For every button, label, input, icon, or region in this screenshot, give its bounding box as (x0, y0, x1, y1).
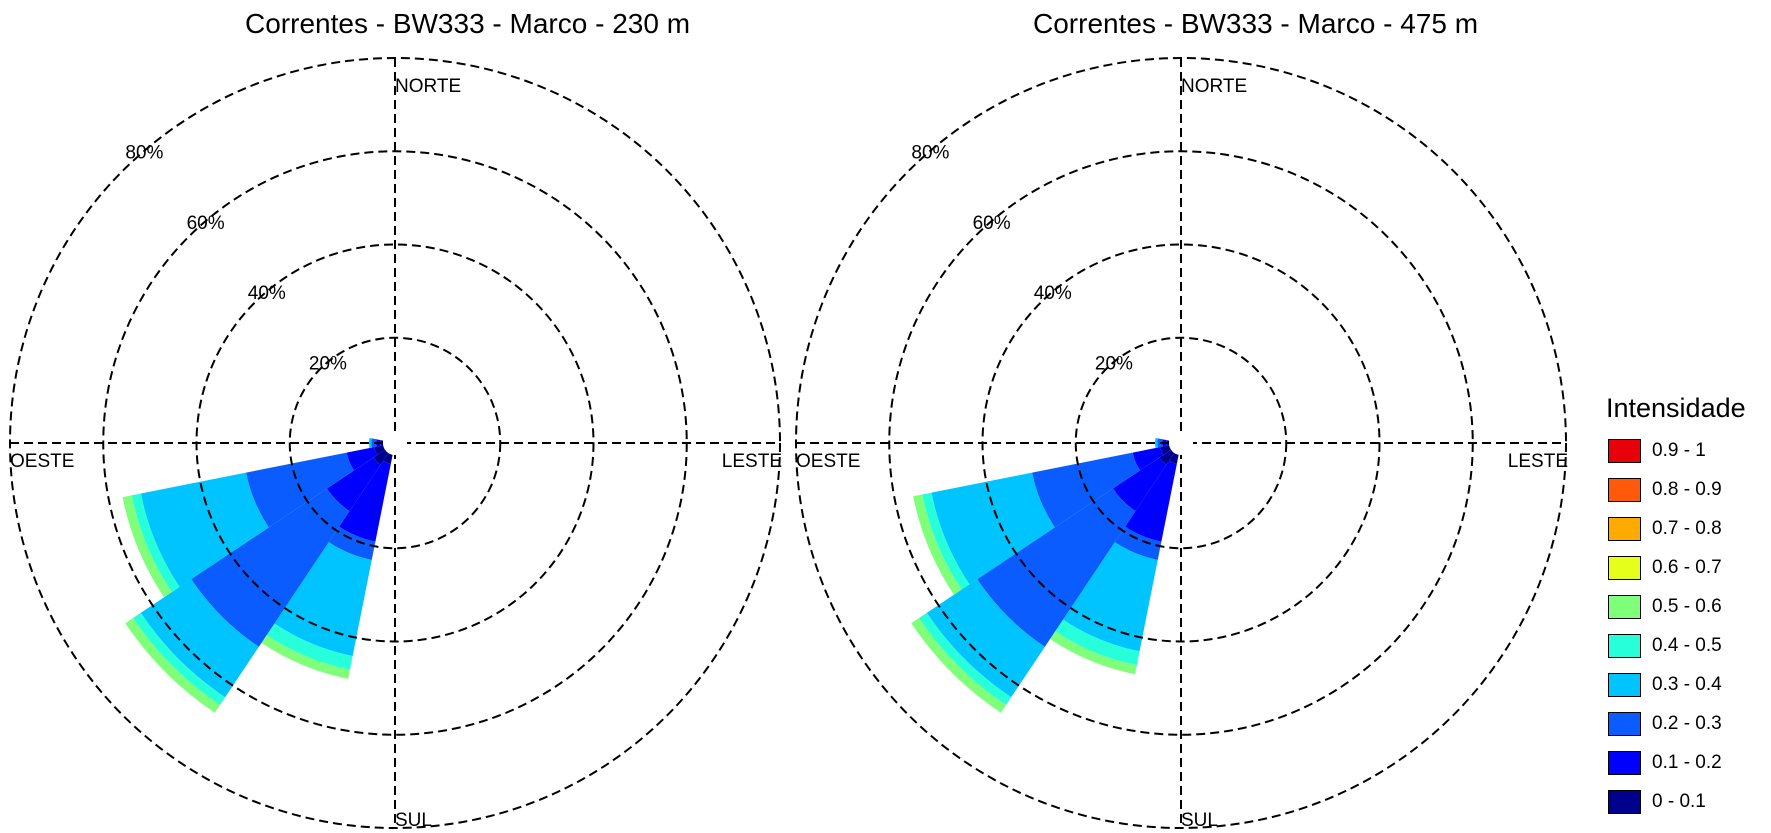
ring-label: 60% (973, 213, 1011, 234)
chart-title-230m: Correntes - BW333 - Marco - 230 m (245, 8, 691, 39)
legend-swatch (1608, 556, 1641, 580)
direction-label-east: LESTE (1508, 451, 1568, 472)
rose-segment (374, 445, 386, 455)
rose-segment (911, 618, 1006, 713)
legend-item: 0.6 - 0.7 (1606, 553, 1746, 582)
rose-segment (133, 612, 226, 705)
legend-item: 0.9 - 1 (1606, 436, 1746, 465)
rose-segment (125, 618, 220, 713)
rose-segment (926, 579, 1045, 698)
legend-swatch (1608, 517, 1641, 541)
legend-item: 0.7 - 0.8 (1606, 514, 1746, 543)
rose-segment (369, 437, 372, 449)
legend-swatch (1608, 595, 1641, 619)
rose-segment (131, 493, 180, 593)
rose-segment (1055, 619, 1140, 666)
legend: Intensidade 0.9 - 1 0.8 - 0.9 0.7 - 0.8 … (1606, 393, 1746, 826)
legend-label: 0.3 - 0.4 (1652, 674, 1722, 695)
rose-segment (1160, 445, 1172, 455)
legend-label: 0.1 - 0.2 (1652, 752, 1722, 773)
rose-segment (266, 623, 353, 670)
direction-label-west: OESTE (796, 451, 860, 472)
rose-chart-230m: 20% 40% 60% 80% NORTE SUL LESTE OESTE (9, 57, 782, 831)
legend-item: 0.1 - 0.2 (1606, 748, 1746, 777)
legend-item: 0.5 - 0.6 (1606, 592, 1746, 621)
legend-swatch (1608, 478, 1641, 502)
center-hole (383, 431, 407, 455)
legend-item: 0.8 - 0.9 (1606, 475, 1746, 504)
rose-segment (922, 492, 970, 590)
rose-segment (1062, 542, 1158, 652)
rose-segment (1049, 631, 1137, 675)
rose-segment (1157, 438, 1163, 448)
rose-segment (328, 526, 376, 560)
legend-item: 0.3 - 0.4 (1606, 670, 1746, 699)
rose-segment (274, 542, 372, 656)
ring-label: 40% (248, 283, 286, 304)
rose-segment (1169, 452, 1179, 464)
legend-swatch (1608, 790, 1641, 814)
rose-segment (919, 612, 1012, 705)
direction-label-west: OESTE (10, 451, 74, 472)
legend-label: 0.8 - 0.9 (1652, 479, 1722, 500)
legend-swatch (1608, 751, 1641, 775)
ring-label: 80% (125, 142, 163, 163)
rose-sectors (122, 437, 393, 713)
rose-segment (1132, 447, 1164, 471)
legend-label: 0.9 - 1 (1652, 440, 1706, 461)
chart-title-475m: Correntes - BW333 - Marco - 475 m (1033, 8, 1479, 39)
rose-segment (339, 460, 391, 542)
legend-label: 0 - 0.1 (1652, 791, 1706, 812)
ring-label: 80% (911, 142, 949, 163)
rose-segment (383, 452, 393, 464)
legend-item: 0 - 0.1 (1606, 787, 1746, 816)
rose-segment (326, 457, 381, 512)
direction-label-north: NORTE (1181, 76, 1247, 97)
rose-segment (913, 494, 962, 595)
ring-label: 60% (187, 213, 225, 234)
rose-segment (1155, 437, 1158, 449)
direction-label-north: NORTE (395, 76, 461, 97)
rose-segment (261, 635, 350, 679)
legend-item: 0.2 - 0.3 (1606, 709, 1746, 738)
rose-segment (931, 472, 1055, 585)
rose-segment (1112, 457, 1167, 512)
rose-sectors (911, 437, 1179, 713)
rose-segment (122, 495, 172, 598)
legend-label: 0.5 - 0.6 (1652, 596, 1722, 617)
legend-swatch (1608, 634, 1641, 658)
rose-segment (1114, 526, 1162, 560)
rose-segment (977, 488, 1136, 647)
ring-label: 20% (309, 354, 347, 375)
legend-label: 0.7 - 0.8 (1652, 518, 1722, 539)
rose-segment (1159, 449, 1175, 465)
center-hole (1169, 431, 1193, 455)
rose-segment (140, 472, 269, 587)
direction-label-east: LESTE (722, 451, 782, 472)
rose-segment (346, 447, 378, 471)
legend-swatch (1608, 712, 1641, 736)
rose-segment (140, 579, 259, 698)
ring-label: 40% (1034, 283, 1072, 304)
rose-segment (1125, 460, 1177, 542)
legend-label: 0.6 - 0.7 (1652, 557, 1722, 578)
legend-swatch (1608, 673, 1641, 697)
legend-label: 0.4 - 0.5 (1652, 635, 1722, 656)
direction-label-south: SUL (1181, 810, 1218, 831)
ring-label: 20% (1095, 354, 1133, 375)
direction-label-south: SUL (395, 810, 432, 831)
rose-segment (191, 488, 350, 647)
legend-title: Intensidade (1606, 393, 1746, 423)
rose-segment (371, 438, 377, 448)
rose-chart-475m: 20% 40% 60% 80% NORTE SUL LESTE OESTE (795, 57, 1568, 831)
legend-item: 0.4 - 0.5 (1606, 631, 1746, 660)
rose-segment (373, 449, 389, 465)
legend-label: 0.2 - 0.3 (1652, 713, 1722, 734)
legend-swatch (1608, 439, 1641, 463)
